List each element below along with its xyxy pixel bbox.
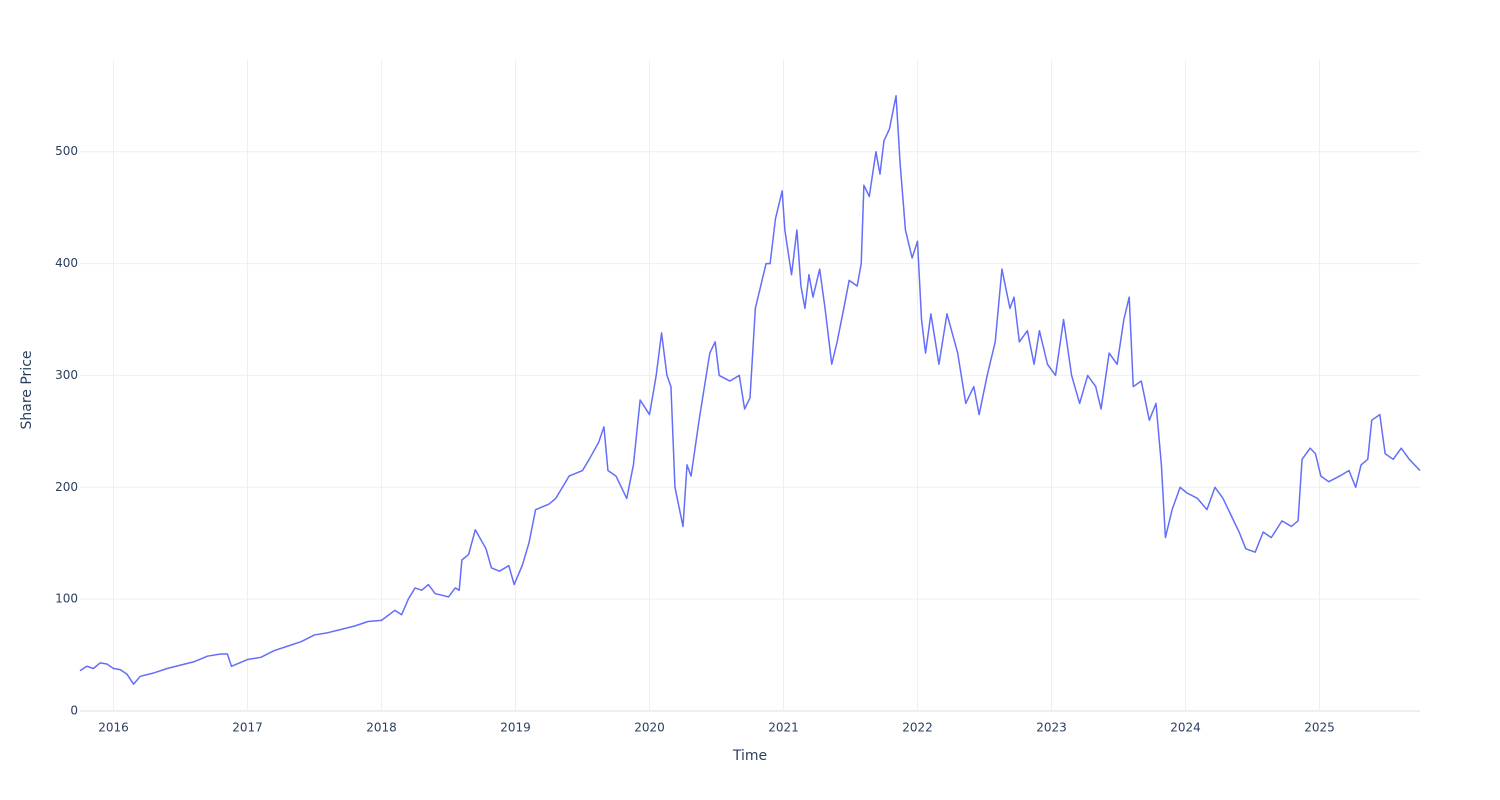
x-tick-label: 2021 <box>768 721 799 735</box>
y-tick-label: 100 <box>55 592 78 606</box>
y-tick-label: 0 <box>70 704 78 718</box>
y-tick-label: 300 <box>55 368 78 382</box>
y-axis-title: Share Price <box>19 350 35 429</box>
y-tick-label: 500 <box>55 144 78 158</box>
y-tick-label: 200 <box>55 480 78 494</box>
y-tick-label: 400 <box>55 256 78 270</box>
x-tick-label: 2023 <box>1036 721 1067 735</box>
x-tick-label: 2024 <box>1170 721 1201 735</box>
x-tick-label: 2022 <box>902 721 933 735</box>
x-tick-label: 2016 <box>98 721 129 735</box>
x-axis-title: Time <box>732 748 767 764</box>
price-line <box>79 95 1421 685</box>
x-tick-label: 2020 <box>634 721 665 735</box>
x-tick-label: 2018 <box>366 721 397 735</box>
x-tick-label: 2019 <box>500 721 531 735</box>
x-tick-label: 2017 <box>232 721 263 735</box>
x-tick-label: 2025 <box>1304 721 1335 735</box>
